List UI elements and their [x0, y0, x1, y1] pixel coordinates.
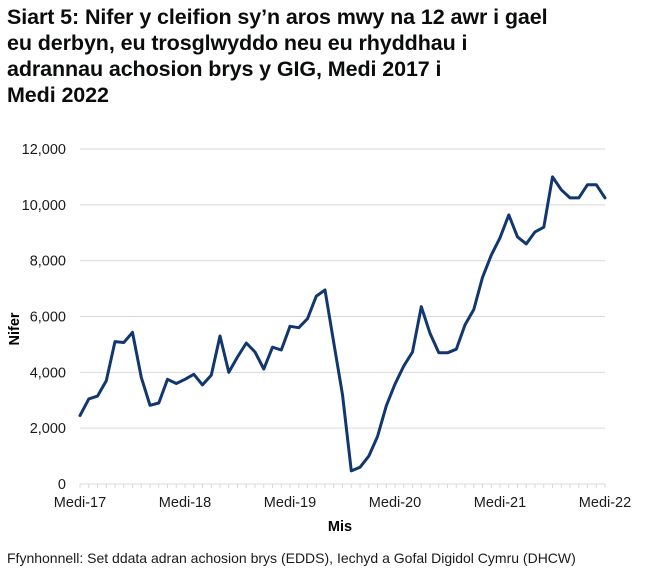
y-tick-label: 12,000: [22, 142, 66, 158]
chart-title-line-2: eu derbyn, eu trosglwyddo neu eu rhyddha…: [7, 31, 468, 55]
x-tick-label: Medi-22: [579, 495, 631, 511]
x-tick-label: Medi-21: [474, 495, 526, 511]
chart-title: Siart 5: Nifer y cleifion sy’n aros mwy …: [7, 4, 637, 108]
source-note: Ffynhonnell: Set ddata adran achosion br…: [7, 550, 576, 566]
x-axis: [79, 483, 606, 488]
x-tick-label: Medi-20: [369, 495, 421, 511]
series-line: [78, 175, 607, 473]
x-tick-label: Medi-19: [264, 495, 316, 511]
x-axis-tick-labels: Medi-17 Medi-18 Medi-19 Medi-20 Medi-21 Medi-…: [54, 495, 631, 511]
y-tick-label: 8,000: [30, 254, 66, 270]
gridlines: [80, 148, 605, 429]
y-tick-label: 2,000: [30, 421, 66, 437]
y-tick-label: 10,000: [22, 198, 66, 214]
chart-title-line-4: Medi 2022: [7, 83, 109, 107]
x-axis-title: Mis: [328, 519, 352, 535]
chart-title-line-1: Siart 5: Nifer y cleifion sy’n aros mwy …: [7, 5, 548, 29]
x-tick-label: Medi-17: [54, 495, 106, 511]
y-axis-title: Nifer: [7, 312, 23, 345]
y-tick-label: 0: [58, 477, 66, 493]
x-tick-label: Medi-18: [159, 495, 211, 511]
y-tick-label: 4,000: [30, 365, 66, 381]
chart-title-line-3: adrannau achosion brys y GIG, Medi 2017 …: [7, 57, 442, 81]
series-layer: [78, 175, 607, 473]
y-axis-tick-labels: 0 2,000 4,000 6,000 8,000 10,000 12,000: [22, 142, 66, 493]
line-chart: 0 2,000 4,000 6,000 8,000 10,000 12,000 Medi-1…: [7, 142, 631, 535]
y-tick-label: 6,000: [30, 310, 66, 326]
